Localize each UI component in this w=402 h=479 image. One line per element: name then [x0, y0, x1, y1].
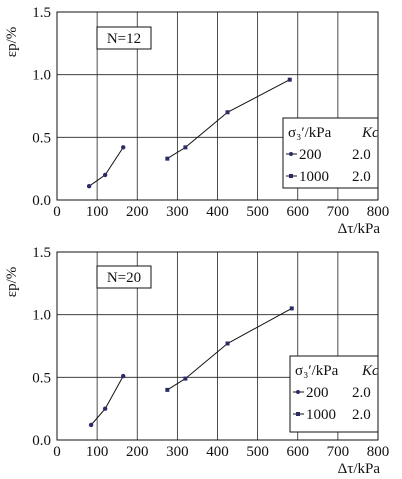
y-tick-label: 1.5 — [32, 245, 51, 261]
legend-header-k: Kc — [361, 363, 379, 379]
y-tick-label: 0.5 — [32, 370, 51, 386]
data-point-200 — [86, 184, 92, 189]
x-tick-label: 400 — [206, 204, 229, 220]
legend-entry-1000: 1000 — [299, 169, 329, 185]
legend-k-200: 2.0 — [352, 147, 371, 163]
legend-entry-200: 200 — [299, 147, 322, 163]
y-tick-label: 0.0 — [32, 433, 51, 449]
n-label-box — [96, 265, 152, 289]
plot-frame — [56, 11, 379, 201]
legend-marker-1000 — [296, 412, 300, 416]
y-tick-label: 1.0 — [32, 68, 51, 84]
data-point-1000 — [225, 110, 230, 115]
legend-box — [282, 117, 379, 189]
plot-frame — [56, 251, 379, 441]
data-point-1000 — [289, 306, 294, 311]
y-tick-label: 0.5 — [32, 130, 51, 146]
n-label: N=20 — [107, 270, 141, 286]
legend-entry-1000: 1000 — [306, 407, 336, 423]
data-point-1000 — [165, 387, 170, 392]
data-point-200 — [121, 145, 126, 150]
x-tick-label: 600 — [287, 444, 310, 460]
x-tick-label: 700 — [327, 444, 350, 460]
legend-header-k: Kc — [361, 125, 379, 141]
x-tick-label: 400 — [206, 444, 229, 460]
x-tick-label: 800 — [367, 204, 390, 220]
legend-marker-200 — [289, 152, 293, 156]
legend-k-200: 2.0 — [352, 385, 371, 401]
x-tick-label: 500 — [246, 204, 269, 220]
legend-entry-200: 200 — [306, 385, 329, 401]
x-tick-label: 500 — [246, 444, 269, 460]
y-tick-label: 1.5 — [32, 5, 51, 21]
data-point-1000 — [183, 145, 188, 150]
y-axis-label: εp/% — [4, 267, 20, 297]
legend-header-sigma: σ₃′/kPa — [295, 363, 339, 379]
x-tick-label: 200 — [126, 204, 149, 220]
series-line-1000 — [167, 79, 290, 160]
x-tick-label: 200 — [126, 444, 149, 460]
legend-k-1000: 2.0 — [352, 169, 371, 185]
data-point-200 — [102, 172, 108, 178]
x-tick-label: 0 — [53, 444, 61, 460]
x-tick-label: 100 — [86, 444, 109, 460]
y-tick-label: 0.0 — [32, 193, 51, 209]
x-tick-label: 800 — [367, 444, 390, 460]
x-axis-label: Δτ/kPa — [338, 221, 381, 237]
n-label-box — [96, 26, 152, 50]
legend-box — [289, 355, 379, 433]
data-point-1000 — [165, 156, 170, 161]
y-axis-label: εp/% — [4, 27, 20, 57]
data-point-200 — [121, 373, 126, 379]
data-point-1000 — [183, 376, 188, 381]
x-tick-label: 300 — [166, 444, 189, 460]
y-tick-label: 1.0 — [32, 308, 51, 324]
legend-marker-1000 — [289, 174, 293, 178]
chart-panel-2: 0 100 200 300 400 500 600 700 800 0.0 0.5 1.0 1.5 Δτ/… — [4, 245, 389, 477]
data-point-200 — [88, 422, 94, 428]
chart-panel-1: 0 100 200 300 400 500 600 700 800 0.0 0.5 1.0 1.5 Δτ/… — [4, 5, 389, 237]
x-tick-label: 300 — [166, 204, 189, 220]
n-label: N=12 — [107, 31, 141, 47]
legend-header-sigma: σ₃′/kPa — [288, 125, 332, 141]
legend-marker-200 — [296, 390, 300, 394]
x-tick-label: 100 — [86, 204, 109, 220]
data-point-200 — [102, 406, 108, 411]
data-point-1000 — [287, 77, 292, 82]
x-tick-label: 0 — [53, 204, 61, 220]
series-line-1000 — [167, 307, 292, 391]
legend-k-1000: 2.0 — [352, 407, 371, 423]
x-axis-label: Δτ/kPa — [338, 461, 381, 477]
x-tick-label: 700 — [327, 204, 350, 220]
x-tick-label: 600 — [287, 204, 310, 220]
data-point-1000 — [225, 341, 230, 346]
series-line-200 — [90, 375, 124, 426]
series-line-200 — [88, 147, 124, 187]
